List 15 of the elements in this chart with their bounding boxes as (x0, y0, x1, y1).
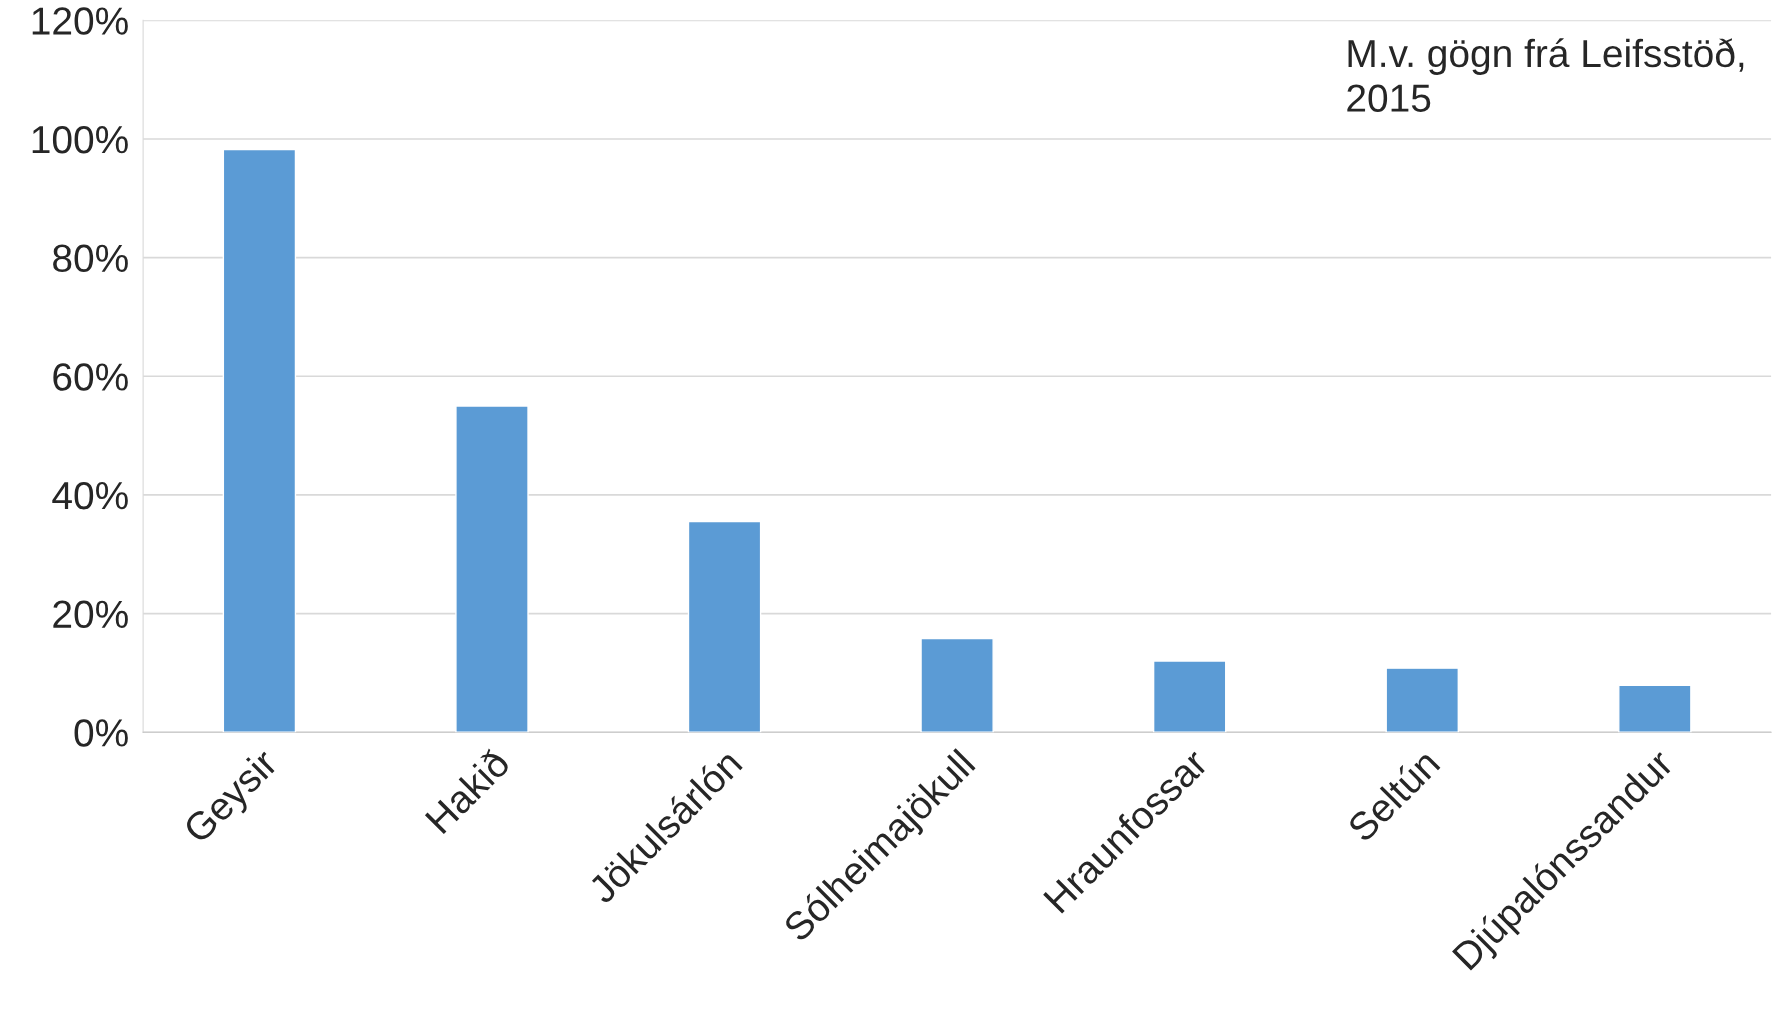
y-tick-label: 120% (32, 7, 128, 35)
annotation: M.v. gögn frá Leifsstöð, 2015 (1347, 38, 1744, 112)
bar (687, 520, 762, 733)
bar (1385, 667, 1459, 733)
bar (1152, 660, 1227, 733)
y-tick-label: 100% (32, 125, 128, 154)
bar (1618, 684, 1692, 733)
bar (222, 148, 297, 733)
bar (920, 637, 994, 733)
y-tick-label: 20% (53, 600, 128, 629)
y-tick-label: 40% (52, 481, 128, 510)
y-tick-label: 80% (53, 244, 128, 273)
y-tick-label: 60% (53, 363, 128, 391)
bar (455, 405, 529, 733)
y-tick-label: 0% (74, 719, 128, 747)
